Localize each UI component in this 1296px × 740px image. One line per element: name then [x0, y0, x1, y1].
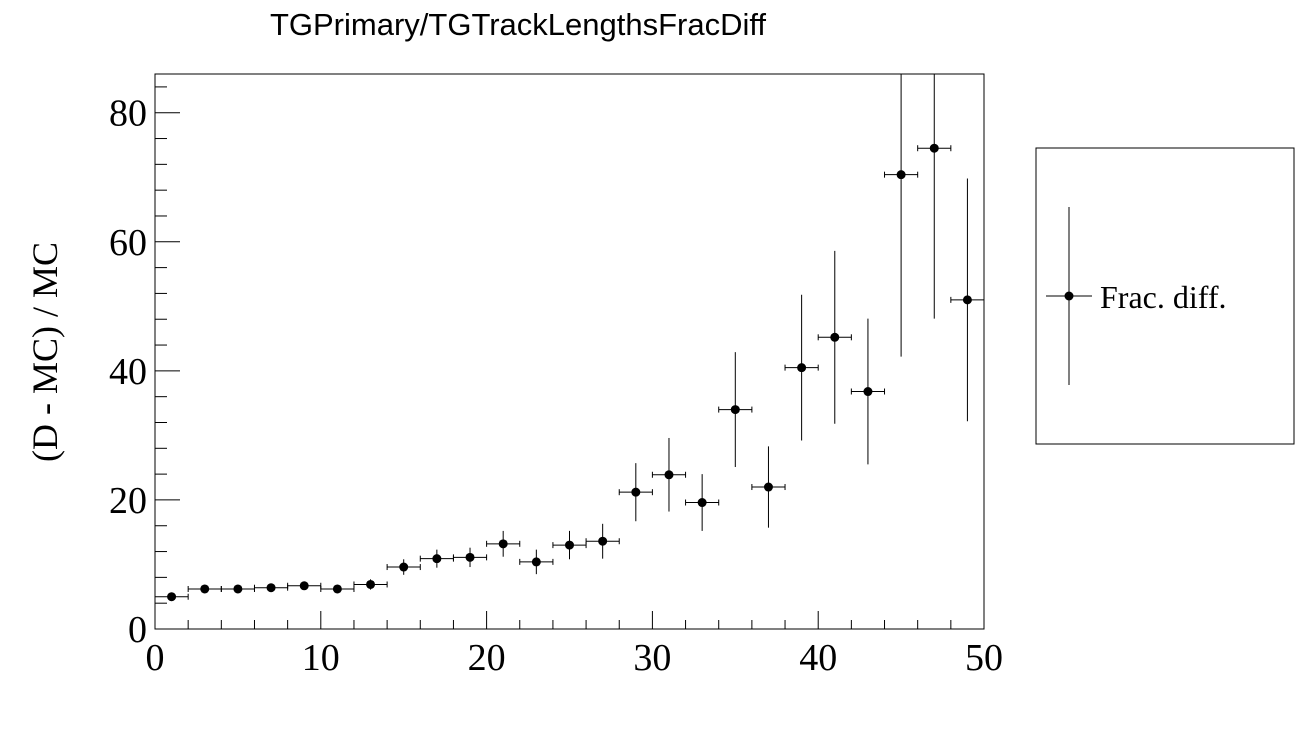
data-point	[332, 584, 342, 594]
data-point	[498, 539, 508, 549]
y-tick-labels: 0 20 40 60 80	[109, 93, 147, 651]
data-point	[730, 405, 740, 415]
data-point	[167, 592, 177, 602]
x-tick-label: 40	[799, 637, 837, 679]
data-point	[200, 584, 210, 594]
data-point	[631, 487, 641, 497]
data-point	[432, 554, 442, 564]
data-point	[465, 552, 475, 562]
plot-frame	[154, 73, 985, 630]
legend: Frac. diff.	[1035, 147, 1295, 445]
legend-marker	[1064, 291, 1074, 301]
y-tick-label: 20	[109, 480, 147, 522]
chart-title: TGPrimary/TGTrackLengthsFracDiff	[270, 7, 766, 42]
data-point	[233, 584, 243, 594]
x-tick-label: 20	[468, 637, 506, 679]
data-series	[154, 74, 985, 602]
y-tick-label: 80	[109, 93, 147, 135]
data-point	[565, 540, 574, 550]
data-point	[266, 583, 276, 593]
data-point	[830, 332, 840, 342]
data-point	[664, 470, 674, 480]
data-point	[697, 498, 707, 508]
y-axis	[155, 86, 180, 630]
data-point	[598, 536, 608, 546]
data-point	[399, 562, 409, 572]
data-point	[366, 579, 376, 589]
x-tick-label: 30	[633, 637, 671, 679]
legend-label: Frac. diff.	[1100, 279, 1226, 315]
data-point	[797, 363, 807, 373]
y-tick-label: 0	[128, 609, 147, 651]
y-axis-label: (D - MC) / MC	[25, 242, 65, 462]
data-point	[929, 143, 939, 153]
data-point	[763, 482, 773, 492]
data-point	[896, 170, 906, 180]
data-point	[531, 557, 541, 567]
x-axis	[154, 611, 985, 629]
y-tick-label: 60	[109, 222, 147, 264]
x-tick-label: 0	[146, 637, 165, 679]
x-tick-labels: 0 10 20 30 40 50	[146, 637, 1004, 679]
data-point	[299, 581, 309, 591]
x-tick-label: 50	[965, 637, 1003, 679]
y-tick-label: 40	[109, 351, 147, 393]
data-point	[962, 295, 972, 305]
data-point	[863, 387, 873, 397]
x-tick-label: 10	[302, 637, 340, 679]
